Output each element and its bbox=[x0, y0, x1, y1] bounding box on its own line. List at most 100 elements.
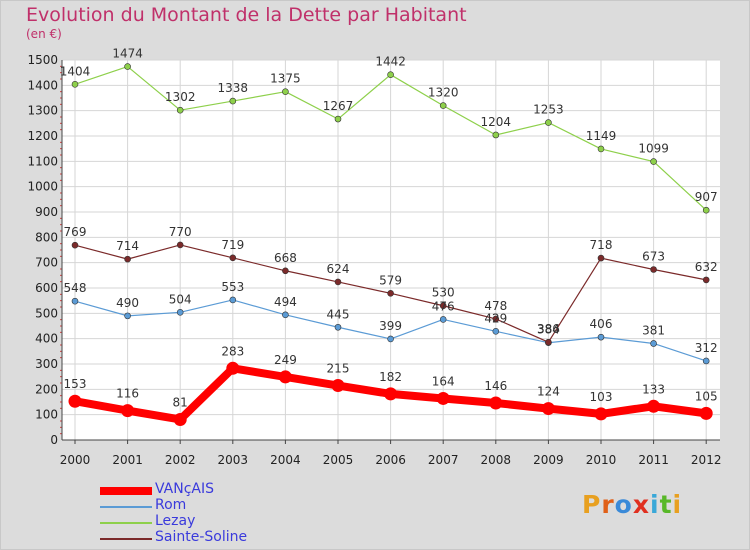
data-label: 1204 bbox=[481, 115, 512, 129]
logo-letter: t bbox=[659, 490, 673, 519]
data-label: 1320 bbox=[428, 86, 459, 100]
legend-swatch bbox=[100, 506, 152, 508]
data-label: 1302 bbox=[165, 90, 196, 104]
data-labels: 1404 1474 1302 1338 1375 1267 1442 1320 1204 1253… bbox=[60, 47, 718, 410]
data-point bbox=[492, 328, 500, 335]
data-label: 164 bbox=[432, 374, 455, 388]
data-label: 249 bbox=[274, 353, 297, 367]
data-label: 146 bbox=[484, 379, 507, 393]
data-point bbox=[334, 323, 342, 331]
data-point bbox=[650, 266, 657, 273]
data-point bbox=[439, 316, 447, 323]
data-point bbox=[594, 407, 608, 421]
x-tick-label: 2000 bbox=[60, 453, 91, 467]
data-label: 153 bbox=[64, 377, 87, 391]
x-tick-label: 2002 bbox=[165, 453, 196, 467]
y-tick-label: 700 bbox=[35, 256, 58, 270]
data-label: 399 bbox=[379, 319, 402, 333]
data-point bbox=[702, 357, 710, 365]
data-label: 714 bbox=[116, 239, 139, 253]
data-point bbox=[647, 399, 661, 413]
logo-letter: i bbox=[672, 490, 683, 519]
legend-swatch bbox=[100, 487, 152, 495]
data-point bbox=[387, 71, 394, 78]
data-point bbox=[387, 290, 394, 297]
data-label: 1442 bbox=[375, 55, 406, 69]
data-label: 673 bbox=[642, 250, 665, 264]
data-label: 406 bbox=[590, 317, 613, 331]
data-label: 907 bbox=[695, 190, 718, 204]
data-point bbox=[597, 145, 605, 153]
series-group bbox=[68, 63, 713, 426]
data-label: 632 bbox=[695, 260, 718, 274]
data-point bbox=[597, 333, 605, 341]
legend-label: Sainte-Soline bbox=[155, 529, 248, 545]
data-point bbox=[176, 106, 184, 114]
data-point bbox=[545, 338, 552, 346]
logo-letter: i bbox=[650, 490, 660, 519]
data-label: 103 bbox=[590, 390, 613, 404]
data-label: 476 bbox=[432, 299, 455, 313]
data-label: 494 bbox=[274, 295, 297, 309]
data-point bbox=[699, 406, 713, 420]
data-label: 381 bbox=[642, 323, 665, 337]
data-label: 718 bbox=[590, 238, 613, 252]
x-tick-label: 2012 bbox=[691, 453, 722, 467]
data-label: 116 bbox=[116, 387, 139, 401]
x-tick-label: 2005 bbox=[323, 453, 354, 467]
chart-subtitle: (en €) bbox=[26, 27, 62, 41]
data-point bbox=[650, 340, 657, 347]
data-point bbox=[71, 297, 79, 305]
data-label: 215 bbox=[327, 362, 350, 376]
x-tick-label: 2004 bbox=[270, 453, 301, 467]
data-point bbox=[282, 88, 289, 95]
proxiti-logo: Proxiti bbox=[582, 490, 682, 519]
x-tick-label: 2007 bbox=[428, 453, 459, 467]
y-tick-label: 100 bbox=[35, 408, 58, 422]
data-label: 530 bbox=[432, 286, 455, 300]
data-point bbox=[71, 241, 79, 249]
data-point bbox=[121, 404, 135, 418]
data-point bbox=[282, 267, 289, 275]
data-point bbox=[124, 312, 131, 320]
x-tick-label: 2008 bbox=[481, 453, 512, 467]
y-tick-label: 1400 bbox=[27, 78, 58, 92]
data-label: 386 bbox=[537, 322, 560, 336]
data-label: 668 bbox=[274, 251, 297, 265]
x-tick-label: 2009 bbox=[533, 453, 564, 467]
data-point bbox=[541, 402, 555, 416]
logo-letter: x bbox=[632, 490, 650, 519]
legend-swatch bbox=[100, 522, 152, 524]
data-label: 133 bbox=[642, 382, 665, 396]
data-label: 1099 bbox=[638, 142, 669, 156]
data-point bbox=[229, 97, 237, 105]
data-label: 1375 bbox=[270, 72, 301, 86]
data-label: 1149 bbox=[586, 129, 617, 143]
data-label: 719 bbox=[221, 238, 244, 252]
data-point bbox=[489, 396, 503, 410]
chart-title: Evolution du Montant de la Dette par Hab… bbox=[26, 4, 467, 26]
legend-swatch bbox=[100, 538, 152, 540]
data-label: 445 bbox=[327, 307, 350, 321]
data-point bbox=[439, 302, 447, 310]
data-point bbox=[436, 391, 450, 405]
logo-letter: o bbox=[614, 490, 633, 519]
data-point bbox=[331, 379, 345, 393]
axes: 0 100 200 300 400 500 600 700 800 900 1000 1100 1200… bbox=[27, 53, 721, 467]
data-label: 105 bbox=[695, 389, 718, 403]
data-label: 81 bbox=[173, 395, 188, 409]
y-tick-label: 200 bbox=[35, 382, 58, 396]
y-tick-label: 1200 bbox=[27, 129, 58, 143]
data-label: 312 bbox=[695, 341, 718, 355]
x-tick-label: 2010 bbox=[586, 453, 617, 467]
y-tick-label: 500 bbox=[35, 306, 58, 320]
y-tick-label: 800 bbox=[35, 230, 58, 244]
data-point bbox=[439, 102, 447, 109]
data-label: 283 bbox=[221, 344, 244, 358]
legend-label: Rom bbox=[155, 497, 187, 513]
y-tick-label: 0 bbox=[50, 433, 58, 447]
data-point bbox=[545, 119, 552, 126]
data-point bbox=[226, 361, 240, 375]
data-point bbox=[492, 315, 500, 323]
y-tick-label: 400 bbox=[35, 332, 58, 346]
